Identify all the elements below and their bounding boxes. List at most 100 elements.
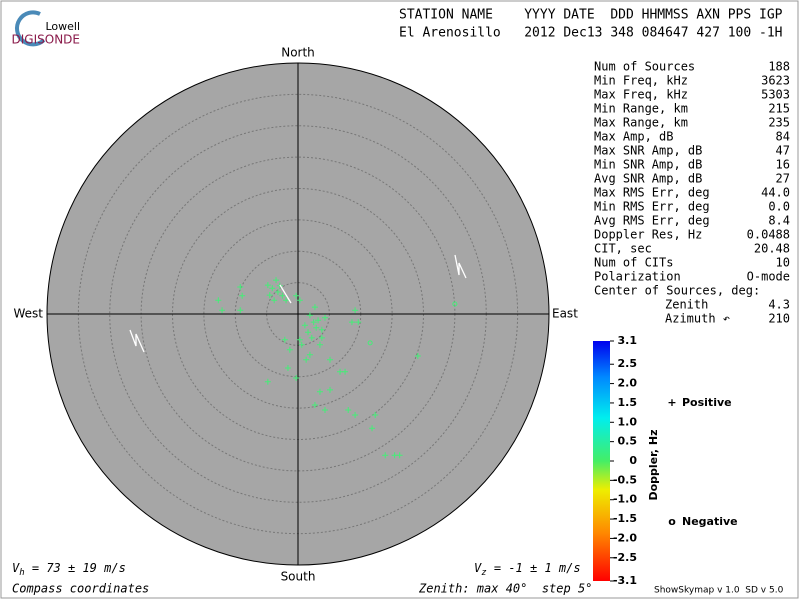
source-point — [237, 307, 244, 314]
source-point — [293, 292, 300, 299]
colorbar-tick-label: -0.5 — [613, 473, 637, 486]
source-point — [316, 341, 323, 348]
stat-value: 10 — [776, 256, 790, 270]
source-point — [274, 289, 281, 296]
source-point — [293, 375, 300, 382]
stat-label: Min Range, km — [594, 102, 688, 116]
stat-value: 47 — [776, 144, 790, 158]
stat-label: Max RMS Err, deg — [594, 186, 710, 200]
source-point — [273, 277, 280, 284]
stat-label: CIT, sec — [594, 242, 652, 256]
source-point — [318, 334, 325, 341]
source-point — [452, 301, 458, 307]
stat-value: 210 — [768, 312, 790, 326]
colorbar-tick-label: -1.0 — [613, 493, 637, 506]
source-point — [352, 307, 359, 314]
colorbar-tick-label: -1.5 — [613, 512, 637, 525]
source-point — [318, 326, 325, 333]
stat-value: 188 — [768, 60, 790, 74]
source-point — [239, 292, 246, 299]
legend-marker: o — [668, 515, 676, 528]
legend-name: Positive — [682, 396, 732, 409]
vh-sub: h — [19, 568, 24, 578]
stat-label: Doppler Res, Hz — [594, 228, 702, 242]
stat-label: Num of Sources — [594, 60, 695, 74]
stat-value: O-mode — [747, 270, 790, 284]
source-point — [279, 292, 286, 299]
vh-label: Vh = 73 ± 19 m/s — [12, 561, 126, 578]
source-point — [321, 407, 328, 414]
source-point — [306, 351, 313, 358]
source-point — [313, 324, 320, 331]
source-point — [283, 297, 290, 304]
stat-value: 27 — [776, 172, 790, 186]
source-point — [284, 364, 291, 371]
source-point — [311, 304, 318, 311]
colorbar-tick-label: -2.5 — [613, 551, 637, 564]
header-line: STATION NAME YYYY DATE DDD HHMMSS AXN PP… — [399, 8, 783, 23]
stat-value: 0.0488 — [747, 228, 790, 242]
stat-label: Num of CITs — [594, 256, 673, 270]
direction-label: West — [13, 307, 43, 321]
header-line: El Arenosillo 2012 Dec13 348 084647 427 … — [399, 26, 783, 41]
legend-marker: + — [667, 396, 676, 409]
colorbar-tick-label: 2.5 — [618, 357, 638, 370]
source-point — [305, 329, 312, 336]
stat-label: Min RMS Err, deg — [594, 200, 710, 214]
colorbar-tick-label: 1.5 — [618, 396, 638, 409]
stat-label: Max Range, km — [594, 116, 688, 130]
stat-label: Zenith — [665, 298, 708, 312]
source-point — [219, 307, 226, 314]
source-point — [342, 368, 349, 375]
version-note: ShowSkymap v 1.0 SD v 5.0 — [654, 586, 784, 596]
vz-label: Vz = -1 ± 1 m/s — [474, 561, 581, 578]
colorbar-tick-label: 2.0 — [618, 377, 638, 390]
colorbar-tick-label: -3.1 — [613, 574, 637, 587]
source-point — [306, 312, 313, 319]
stat-value: 5303 — [761, 88, 790, 102]
source-point — [264, 378, 271, 385]
logo-arc — [15, 10, 46, 47]
vh-symbol: V — [12, 561, 20, 575]
stat-value: 3623 — [761, 74, 790, 88]
source-point — [271, 297, 278, 304]
stat-value: 20.48 — [754, 242, 790, 256]
colorbar-tick-label: 1.0 — [618, 415, 638, 428]
colorbar-label: Doppler, Hz — [647, 429, 660, 500]
source-point — [345, 407, 352, 414]
logo-bottom: DIGISONDE — [12, 33, 80, 47]
source-point — [286, 346, 293, 353]
vz-sub: z — [481, 568, 486, 578]
source-point — [355, 319, 362, 326]
source-point — [396, 452, 403, 459]
source-point — [414, 353, 421, 360]
source-point — [264, 282, 271, 289]
source-point — [327, 386, 334, 393]
source-point — [352, 412, 359, 419]
stat-label: Avg SNR Amp, dB — [594, 172, 702, 186]
stat-label: Min SNR Amp, dB — [594, 158, 702, 172]
colorbar-tick-label: 0.5 — [618, 435, 638, 448]
stat-label: Min Freq, kHz — [594, 74, 688, 88]
direction-label: South — [281, 570, 316, 584]
source-point — [372, 412, 379, 419]
source-point — [237, 284, 244, 291]
stat-label: Avg RMS Err, deg — [594, 214, 710, 228]
legend-name: Negative — [682, 515, 738, 528]
coords-note: Compass coordinates — [12, 582, 149, 596]
stat-value: 84 — [776, 130, 790, 144]
source-point — [337, 368, 344, 375]
stat-value: 235 — [768, 116, 790, 130]
vector-glyph — [129, 254, 467, 353]
colorbar-tick-label: 0 — [629, 454, 637, 467]
center-title: Center of Sources, deg: — [594, 284, 760, 298]
stat-value: 0.0 — [768, 200, 790, 214]
stat-label: Max SNR Amp, dB — [594, 144, 702, 158]
stat-label: Azimuth ↶ — [665, 312, 730, 326]
colorbar-tick-label: -2.0 — [613, 531, 637, 544]
source-point — [310, 319, 317, 326]
colorbar-tick-label: 3.1 — [618, 334, 638, 347]
source-point — [281, 336, 288, 343]
